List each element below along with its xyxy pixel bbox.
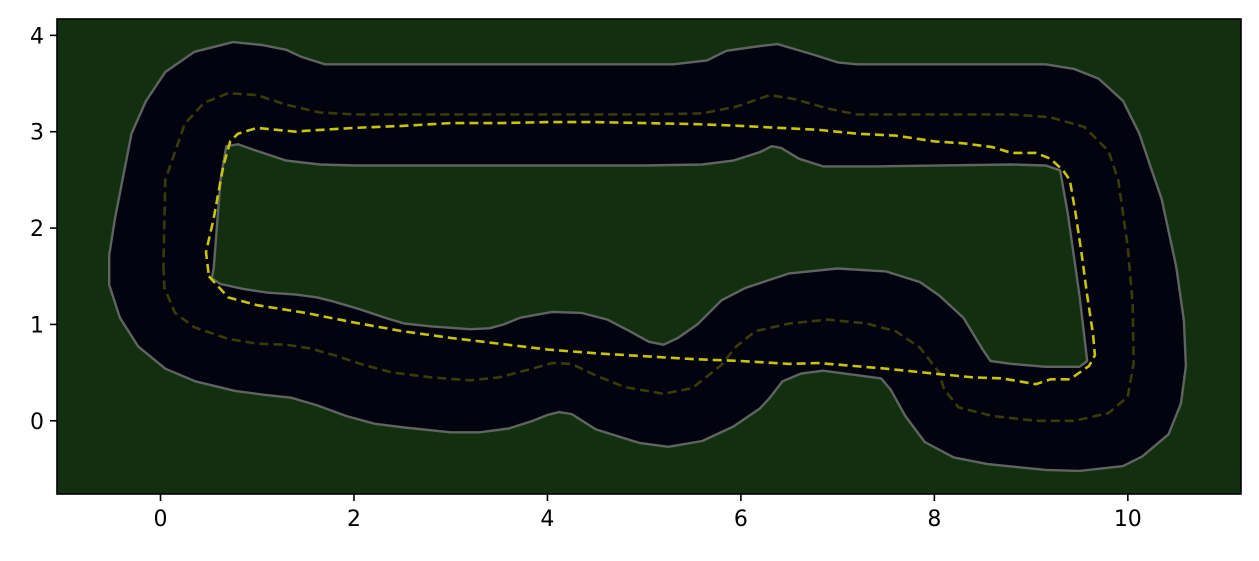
racing-line (204, 120, 1097, 386)
x-tick-label: 2 (347, 507, 361, 532)
track-outer-edge-line (108, 40, 1188, 473)
y-axis: 0 1 2 3 4 (30, 24, 57, 435)
x-tick-label: 4 (540, 507, 554, 532)
series-layer (108, 40, 1188, 473)
y-tick-label: 2 (30, 217, 44, 242)
x-tick-label: 6 (734, 507, 748, 532)
track-surface (109, 42, 1186, 471)
y-tick-label: 0 (30, 410, 44, 435)
plot-frame (56, 18, 1242, 495)
x-tick-label: 8 (927, 507, 941, 532)
x-axis: 0 2 4 6 8 10 (154, 494, 1142, 532)
y-tick-label: 3 (30, 121, 44, 146)
y-tick-label: 1 (30, 313, 44, 338)
x-tick-label: 10 (1114, 507, 1142, 532)
y-tick-label: 4 (30, 24, 44, 49)
track-inner-edge-line (210, 143, 1089, 368)
x-tick-label: 0 (154, 507, 168, 532)
